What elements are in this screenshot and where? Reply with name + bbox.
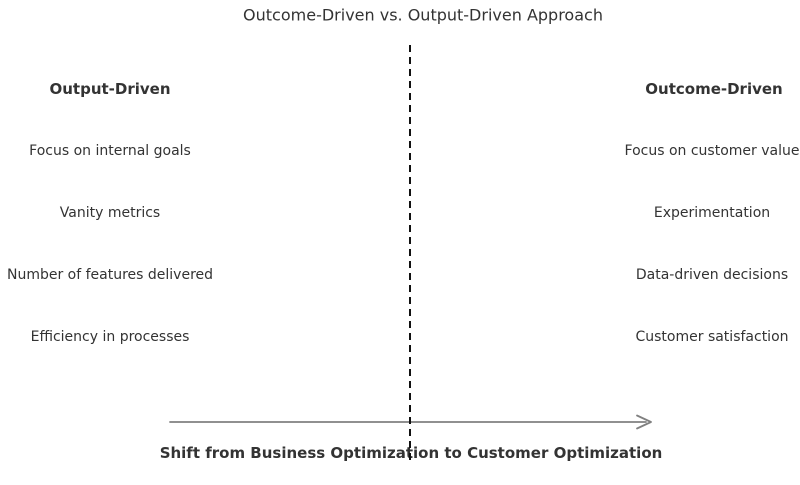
right-column-header: Outcome-Driven [645,80,783,98]
right-item-1: Focus on customer value [624,143,800,159]
left-item-4: Efficiency in processes [30,329,190,345]
left-item-3: Number of features delivered [6,267,214,283]
vertical-dashed-divider [409,45,411,465]
right-arrow-icon [169,414,652,430]
left-item-1: Focus on internal goals [29,143,191,159]
arrow-caption: Shift from Business Optimization to Cust… [159,444,663,462]
left-column-header: Output-Driven [49,80,171,98]
diagram-title: Outcome-Driven vs. Output-Driven Approac… [243,5,603,25]
right-item-4: Customer satisfaction [635,329,789,345]
left-item-2: Vanity metrics [59,205,161,221]
right-item-3: Data-driven decisions [635,267,789,283]
right-item-2: Experimentation [653,205,771,221]
